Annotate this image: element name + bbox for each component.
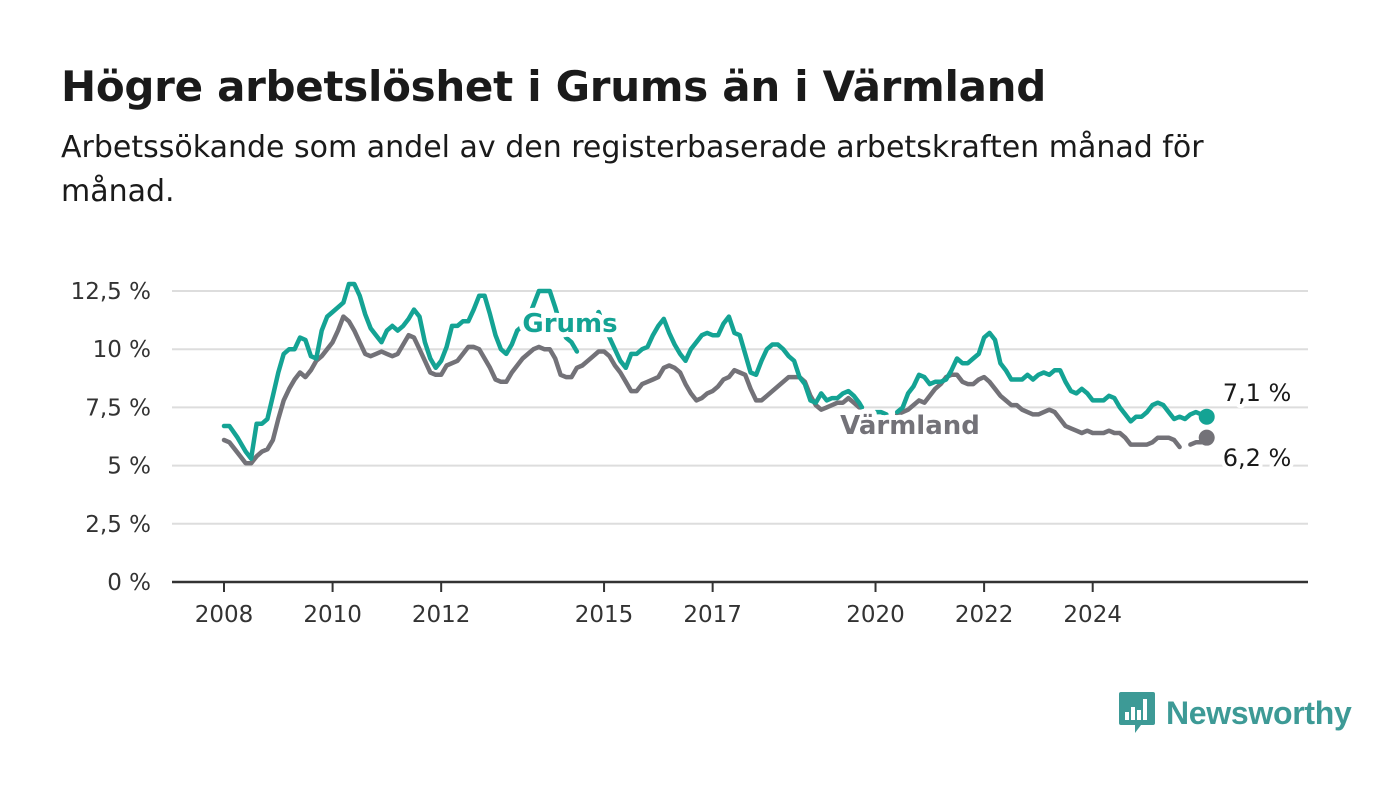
line-chart: 0 %2,5 %5 %7,5 %10 %12,5 % 2008 2010 2012 2… (0, 0, 1400, 794)
x-tick-label: 2010 (303, 602, 362, 628)
end-value-label-varmland: 6,2 % (1223, 444, 1292, 472)
x-tick-label: 2024 (1063, 602, 1122, 628)
series-lines (224, 284, 1215, 463)
series-label-grums: Grums (522, 309, 617, 339)
series-end-dot (1199, 409, 1215, 425)
series-end-dot (1199, 430, 1215, 446)
y-axis-ticks: 0 % 2,5 % 5 % 7,5 % 10 % 12,5 % (71, 279, 151, 596)
x-tick-label: 2012 (412, 602, 471, 628)
x-tick-label: 2015 (575, 602, 634, 628)
y-tick-label: 10 % (93, 337, 151, 363)
brand-name: Newsworthy (1166, 695, 1352, 732)
y-tick-label: 2,5 % (85, 512, 151, 538)
x-tick-label: 2017 (683, 602, 742, 628)
gridlines (172, 291, 1308, 524)
y-tick-label: 7,5 % (85, 395, 151, 421)
x-tick-label: 2022 (955, 602, 1014, 628)
x-tick-label: 2008 (195, 602, 254, 628)
x-axis-ticks: 2008 2010 2012 2015 2017 2020 2022 2024 (195, 582, 1122, 628)
end-value-label-grums: 7,1 % (1223, 379, 1292, 407)
newsworthy-logo[interactable]: Newsworthy (1118, 690, 1352, 736)
y-tick-label: 12,5 % (71, 279, 151, 305)
x-tick-label: 2020 (846, 602, 905, 628)
bar-chart-speech-bubble-icon (1118, 690, 1156, 736)
y-tick-label: 0 % (107, 570, 151, 596)
y-tick-label: 5 % (107, 454, 151, 480)
series-label-varmland: Värmland (840, 411, 980, 441)
